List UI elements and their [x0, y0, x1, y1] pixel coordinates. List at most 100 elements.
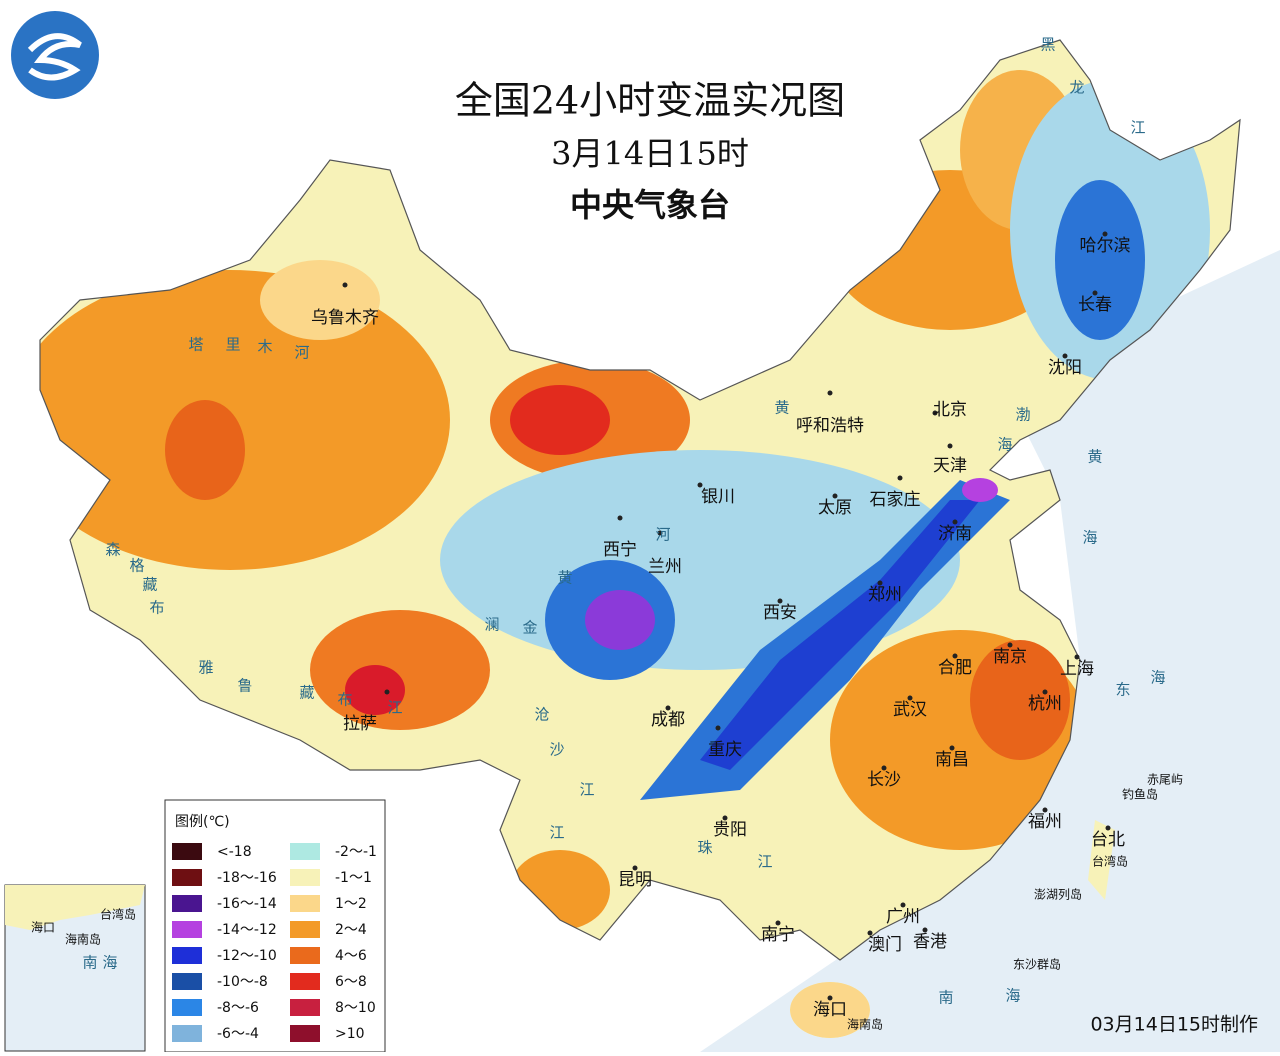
- geo-label: 澜: [484, 616, 499, 634]
- geo-label: 澎湖列岛: [1034, 887, 1082, 902]
- legend-label: -14～-12: [217, 922, 277, 938]
- city-dot: [867, 930, 873, 936]
- sea: [700, 250, 1280, 1052]
- city-dot: [922, 927, 928, 933]
- geo-label: 珠: [697, 839, 712, 857]
- city-label: 南宁: [761, 925, 795, 945]
- title: 全国24小时变温实况图: [455, 79, 845, 123]
- geo-label: 沙: [549, 741, 564, 759]
- legend-swatch: [290, 999, 320, 1016]
- inset-label: 海口: [31, 920, 55, 935]
- city-label: 西安: [763, 603, 797, 623]
- legend-swatch: [290, 921, 320, 938]
- geo-label: 黄: [1087, 448, 1102, 466]
- inset-label: 台湾岛: [100, 907, 136, 922]
- city-dot: [384, 689, 390, 695]
- city-dot: [1062, 353, 1068, 359]
- city-label: 沈阳: [1048, 358, 1082, 378]
- geo-label: 江: [757, 853, 772, 871]
- city-label: 澳门: [868, 935, 902, 955]
- geo-label: 金: [522, 619, 537, 637]
- geo-label: 江: [387, 699, 402, 717]
- city-dot: [907, 695, 913, 701]
- city-label: 杭州: [1028, 694, 1062, 714]
- agency: 中央气象台: [570, 186, 730, 224]
- city-label: 拉萨: [343, 714, 377, 734]
- legend-swatch: [290, 843, 320, 860]
- city-dot: [665, 705, 671, 711]
- city-label: 合肥: [938, 658, 972, 678]
- footer: 03月14日15时制作: [1090, 1014, 1258, 1036]
- geo-label: 河: [294, 344, 309, 362]
- city-label: 武汉: [893, 700, 927, 720]
- city-label: 银川: [701, 487, 735, 507]
- city-label: 太原: [818, 498, 852, 518]
- geo-label: 东沙群岛: [1013, 957, 1061, 972]
- legend-label: -16～-14: [217, 896, 277, 912]
- legend-swatch: [290, 973, 320, 990]
- city-dot: [1092, 290, 1098, 296]
- city-dot: [897, 475, 903, 481]
- city-dot: [1074, 654, 1080, 660]
- geo-label: 黄: [774, 399, 789, 417]
- city-label: 哈尔滨: [1080, 236, 1131, 256]
- legend-label: -6～-4: [217, 1026, 259, 1042]
- legend-label: 2～4: [335, 922, 367, 938]
- city-label: 南昌: [935, 750, 969, 770]
- legend-swatch: [172, 869, 202, 886]
- geo-label: 海: [1005, 987, 1020, 1005]
- city-label: 贵阳: [713, 820, 747, 840]
- city-label: 海口: [813, 1000, 847, 1020]
- logo: [11, 11, 99, 99]
- city-label: 昆明: [618, 870, 652, 890]
- city-dot: [952, 519, 958, 525]
- logo-mark: [27, 33, 82, 81]
- geo-label: 黑: [1040, 36, 1055, 54]
- geo-label: 海: [997, 436, 1012, 454]
- geo-label: 格: [129, 557, 144, 575]
- inset-label: 南: [82, 954, 97, 972]
- legend-title: 图例(℃): [175, 814, 230, 830]
- city-dot: [900, 902, 906, 908]
- legend-swatch: [290, 895, 320, 912]
- legend-swatch: [172, 947, 202, 964]
- legend-label: <-18: [217, 844, 252, 860]
- legend-label: >10: [335, 1026, 365, 1042]
- legend-label: 6～8: [335, 974, 367, 990]
- city-label: 北京: [933, 400, 967, 420]
- city-label: 天津: [933, 456, 967, 476]
- geo-label: 河: [655, 526, 670, 544]
- geo-label: 塔: [188, 336, 203, 354]
- geo-label: 藏: [299, 684, 314, 702]
- city-label: 郑州: [868, 585, 902, 605]
- geo-label: 布: [149, 599, 164, 617]
- geo-label: 里: [225, 336, 240, 354]
- city-dot: [697, 482, 703, 488]
- geo-label: 森: [105, 541, 120, 559]
- inset-label: 海: [102, 954, 117, 972]
- city-dot: [932, 410, 938, 416]
- legend-label: -18～-16: [217, 870, 277, 886]
- city-label: 长沙: [867, 770, 901, 790]
- city-dot: [949, 745, 955, 751]
- city-dot: [632, 865, 638, 871]
- city-label: 福州: [1028, 812, 1062, 832]
- city-dot: [832, 493, 838, 499]
- geo-label: 赤尾屿: [1147, 773, 1183, 787]
- geo-label: 黄: [557, 569, 572, 587]
- city-dot: [1105, 825, 1111, 831]
- geo-label: 雅: [198, 659, 213, 677]
- geo-label: 海: [1082, 529, 1097, 547]
- geo-label: 木: [257, 338, 272, 356]
- geo-label: 龙: [1069, 79, 1084, 97]
- city-label: 呼和浩特: [796, 416, 864, 436]
- city-dot: [657, 530, 663, 536]
- legend-label: 4～6: [335, 948, 367, 964]
- legend-swatch: [172, 921, 202, 938]
- city-dot: [827, 390, 833, 396]
- subtitle: 3月14日15时: [551, 135, 749, 173]
- city-label: 兰州: [648, 557, 682, 577]
- legend-label: 1～2: [335, 896, 367, 912]
- legend-swatch: [172, 895, 202, 912]
- geo-label: 南: [938, 989, 953, 1007]
